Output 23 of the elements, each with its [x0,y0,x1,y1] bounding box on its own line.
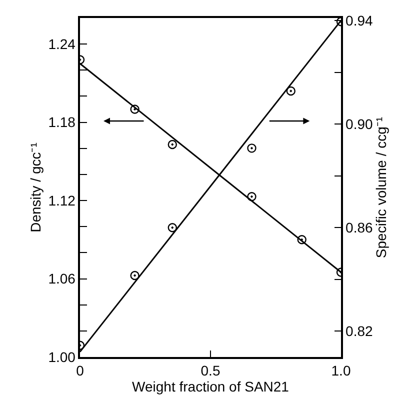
y-tick-label: 1.18 [48,114,76,130]
x-tick-label: 1.0 [331,362,351,379]
point [247,192,256,202]
x-axis-title: Weight fraction of SAN21 [132,378,290,395]
y2-tick-label: 0.90 [346,116,374,132]
point [130,104,140,114]
point [297,235,306,244]
point [168,223,177,232]
y2-tick-label: 0.82 [346,323,374,340]
y2-tick-label: 0.94 [346,12,374,28]
point [130,270,140,280]
y2-axis-title: Specific volume / ccg⁻¹ [373,116,390,258]
y2-tick-label: 0.86 [346,220,374,236]
x-tick-label: 0 [76,362,84,379]
point [168,140,177,150]
y-tick-label: 1.00 [48,348,76,365]
y-axis-title: Density / gcc⁻¹ [27,142,44,232]
point [247,144,256,153]
point [286,86,296,96]
y-tick-label: 1.06 [48,270,76,287]
y-tick-label: 1.12 [48,192,76,208]
x-tick-label: 0.5 [200,362,220,379]
y-tick-label: 1.24 [48,36,76,52]
